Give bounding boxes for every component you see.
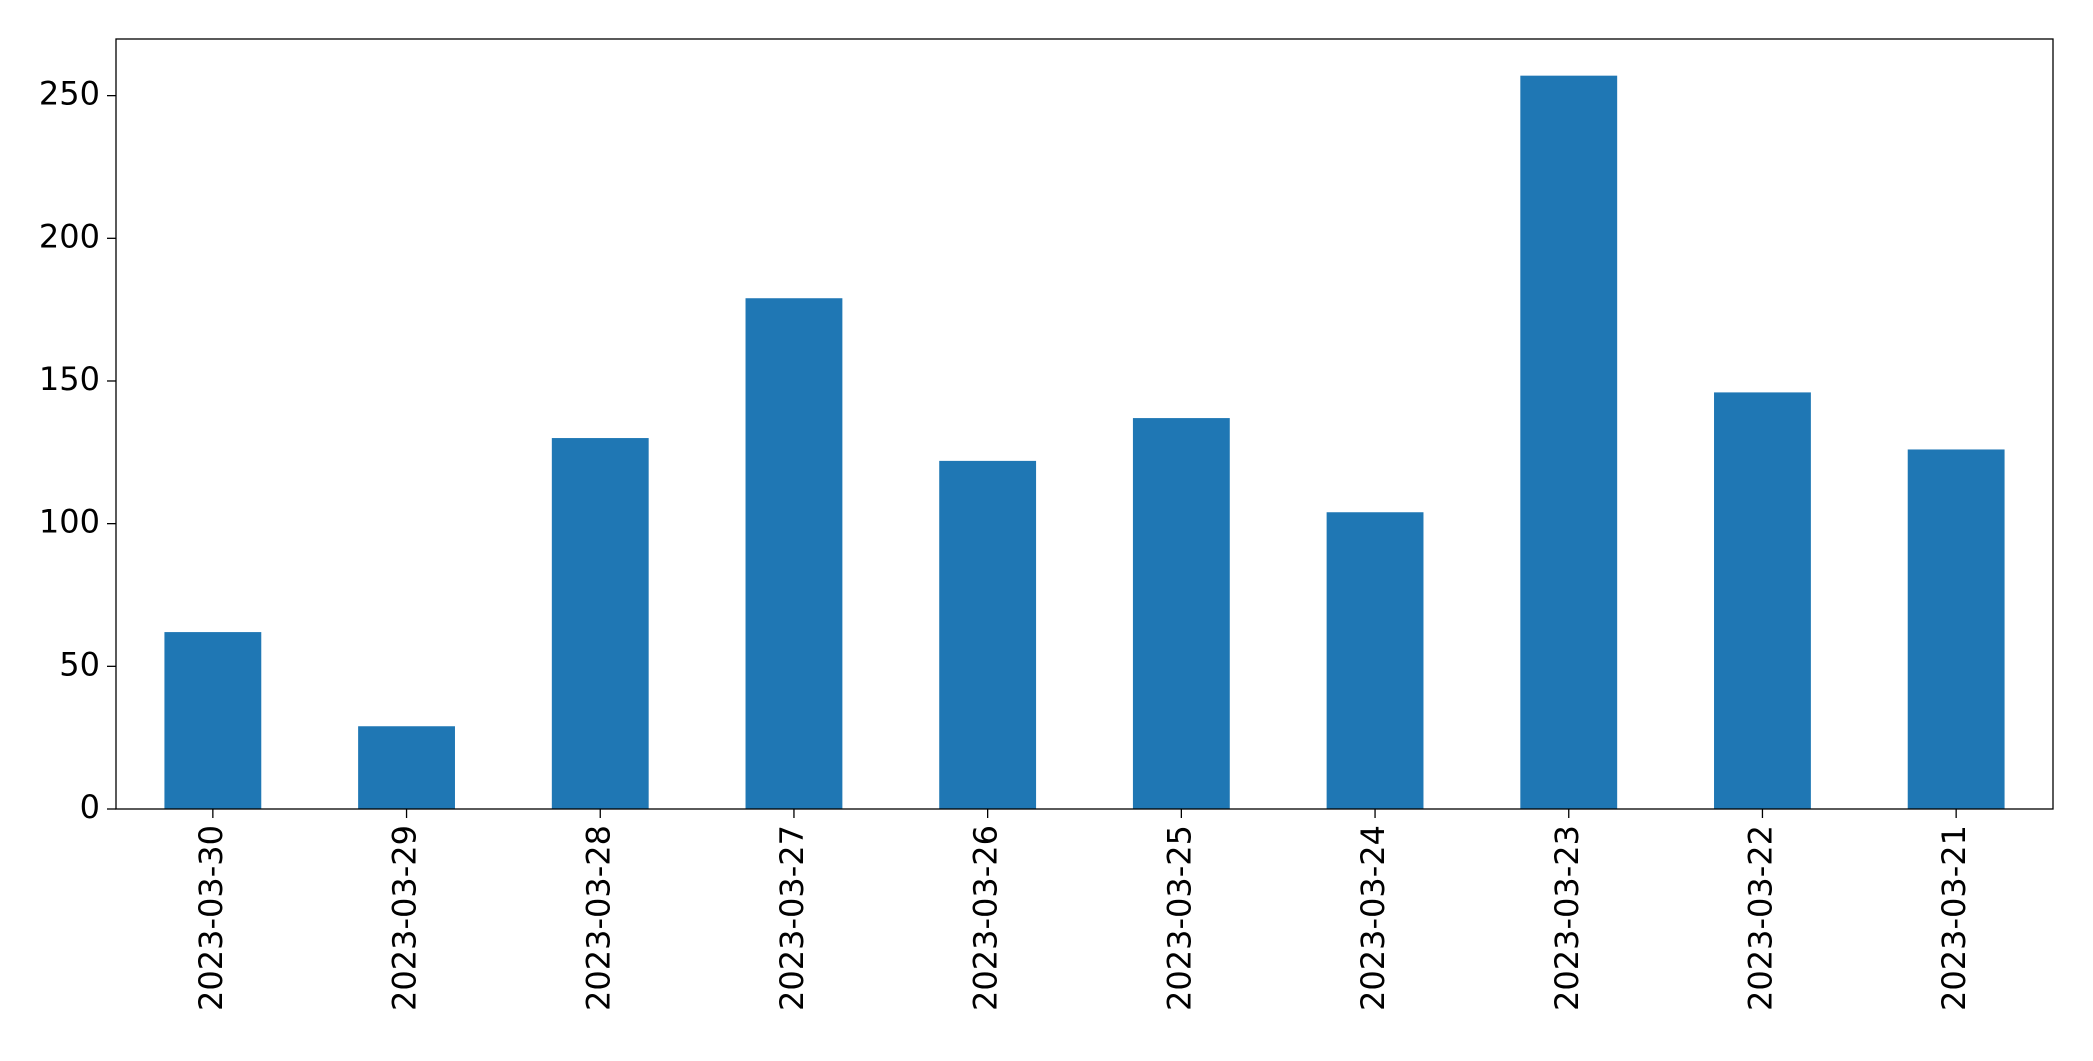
bar [1132,418,1230,809]
y-tick-label: 50 [59,645,100,683]
plot-frame [115,38,2054,810]
y-tick-label: 100 [39,503,100,541]
bar [358,726,455,809]
x-tick-label: 2023-03-21 [1935,825,1973,1011]
bar [939,460,1037,809]
bar [1326,512,1424,809]
y-tick-label: 200 [39,217,100,255]
x-tick-label: 2023-03-24 [1354,825,1392,1011]
y-tick-label: 250 [39,75,100,113]
x-tick-label: 2023-03-26 [967,825,1005,1011]
x-tick-label: 2023-03-22 [1741,825,1779,1011]
bar [1714,392,1811,809]
x-tick-label: 2023-03-27 [773,825,811,1011]
bar [745,298,843,809]
x-tick-label: 2023-03-29 [386,825,424,1011]
bar [1520,75,1618,809]
x-tick-label: 2023-03-23 [1548,825,1586,1011]
x-tick-label: 2023-03-30 [192,825,230,1011]
bar [164,632,262,809]
x-tick-label: 2023-03-28 [579,825,617,1011]
bar [551,438,649,809]
y-tick-label: 150 [39,360,100,398]
y-tick-label: 0 [80,788,100,826]
bar [1907,449,2005,809]
x-tick-label: 2023-03-25 [1160,825,1198,1011]
